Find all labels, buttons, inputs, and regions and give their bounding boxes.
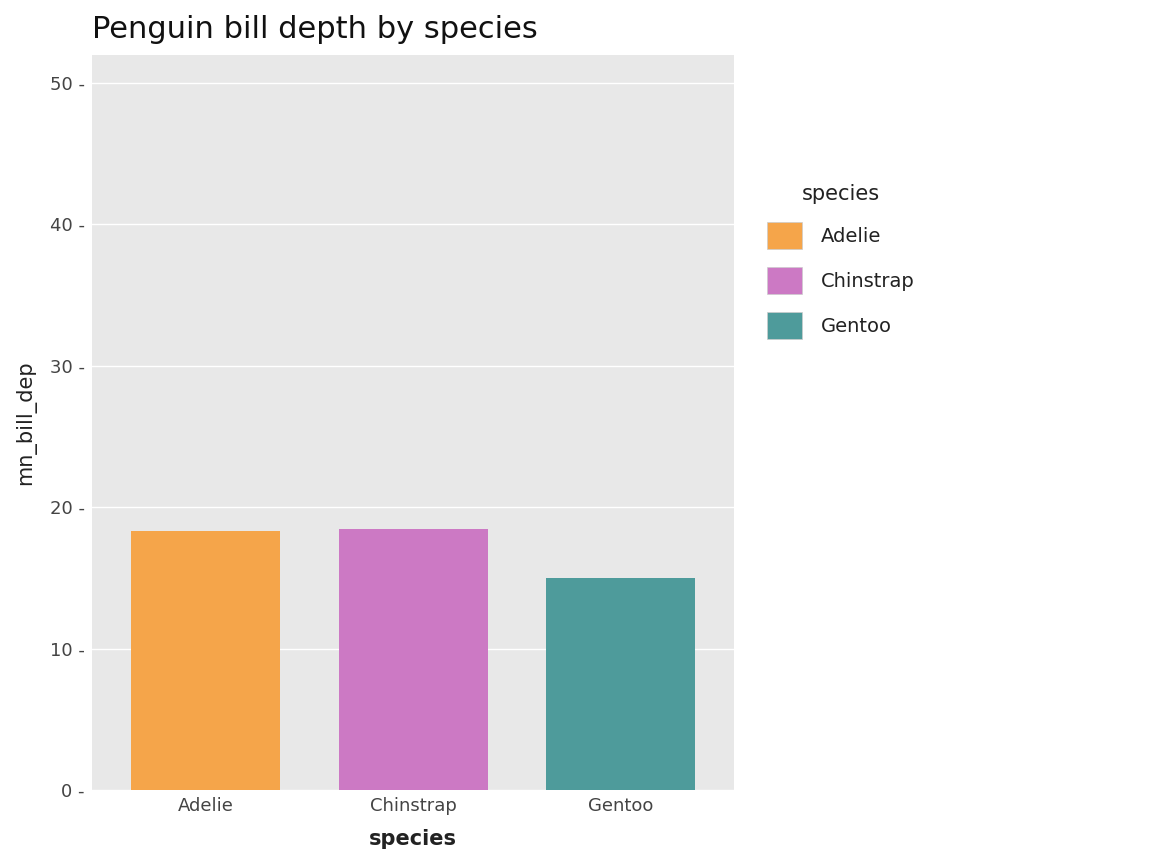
Bar xyxy=(339,530,487,791)
Legend: Adelie, Chinstrap, Gentoo: Adelie, Chinstrap, Gentoo xyxy=(757,175,925,349)
X-axis label: species: species xyxy=(369,829,457,849)
Bar xyxy=(131,530,280,791)
Text: Penguin bill depth by species: Penguin bill depth by species xyxy=(92,15,538,44)
Y-axis label: mn_bill_dep: mn_bill_dep xyxy=(15,360,36,485)
Bar xyxy=(546,578,695,791)
